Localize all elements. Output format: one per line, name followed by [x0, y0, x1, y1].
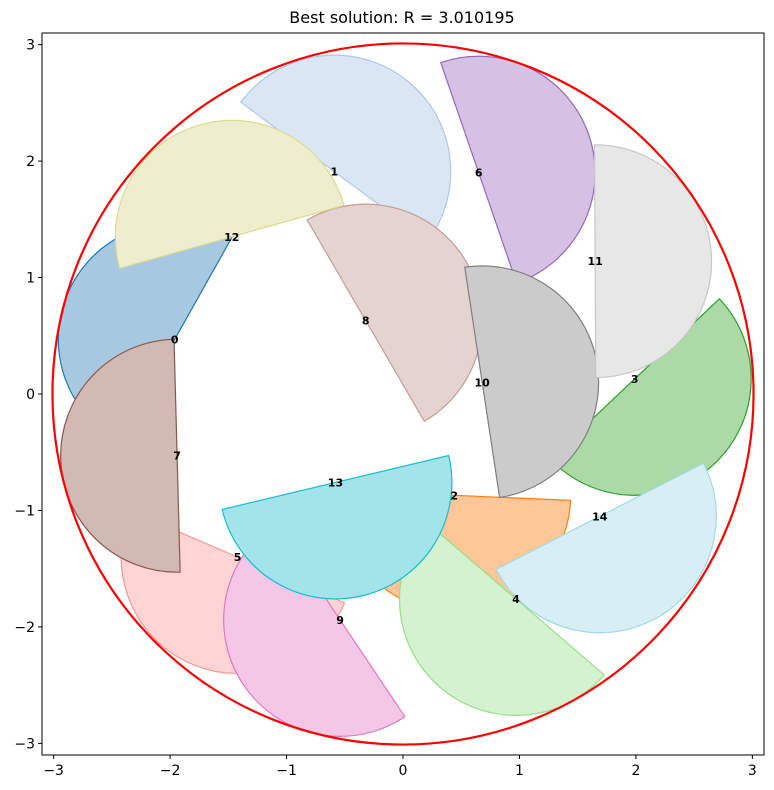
piece-label-5: 5 — [234, 551, 242, 564]
piece-label-7: 7 — [173, 450, 181, 463]
piece-label-11: 11 — [587, 255, 602, 268]
y-tick-label: −2 — [14, 620, 35, 636]
x-tick-label: 0 — [399, 763, 408, 779]
piece-label-14: 14 — [592, 510, 608, 523]
piece-label-8: 8 — [362, 315, 370, 328]
piece-label-2: 2 — [450, 489, 458, 502]
y-tick-label: −1 — [14, 503, 35, 519]
piece-label-10: 10 — [475, 376, 491, 389]
piece-label-0: 0 — [171, 333, 179, 346]
semicircle-piece-11 — [593, 144, 712, 379]
y-tick-label: 1 — [26, 271, 35, 287]
x-tick-label: 3 — [748, 763, 757, 779]
semicircle-piece-14 — [495, 462, 717, 633]
container-circle — [51, 42, 755, 746]
semicircle-piece-6 — [440, 55, 596, 284]
semicircle-piece-3 — [549, 297, 752, 496]
x-tick-label: −3 — [43, 763, 64, 779]
x-tick-label: −1 — [276, 763, 297, 779]
semicircle-piece-12 — [114, 120, 345, 270]
semicircle-piece-1 — [239, 54, 452, 242]
x-tick-label: 1 — [515, 763, 524, 779]
x-tick-label: −2 — [160, 763, 181, 779]
x-tick-label: 2 — [631, 763, 640, 779]
semicircle-piece-8 — [306, 203, 483, 423]
piece-label-1: 1 — [330, 166, 338, 179]
piece-label-3: 3 — [631, 373, 639, 386]
piece-label-13: 13 — [328, 477, 343, 490]
piece-label-9: 9 — [336, 614, 344, 627]
piece-label-12: 12 — [224, 231, 239, 244]
y-tick-label: 3 — [26, 38, 35, 54]
chart-title: Best solution: R = 3.010195 — [289, 8, 514, 27]
y-tick-label: 0 — [26, 387, 35, 403]
piece-label-6: 6 — [475, 167, 483, 180]
y-tick-label: 2 — [26, 154, 35, 170]
semicircle-piece-13 — [221, 454, 453, 600]
y-tick-label: −3 — [14, 736, 35, 752]
semicircle-piece-7 — [60, 338, 181, 573]
piece-label-4: 4 — [512, 593, 520, 606]
